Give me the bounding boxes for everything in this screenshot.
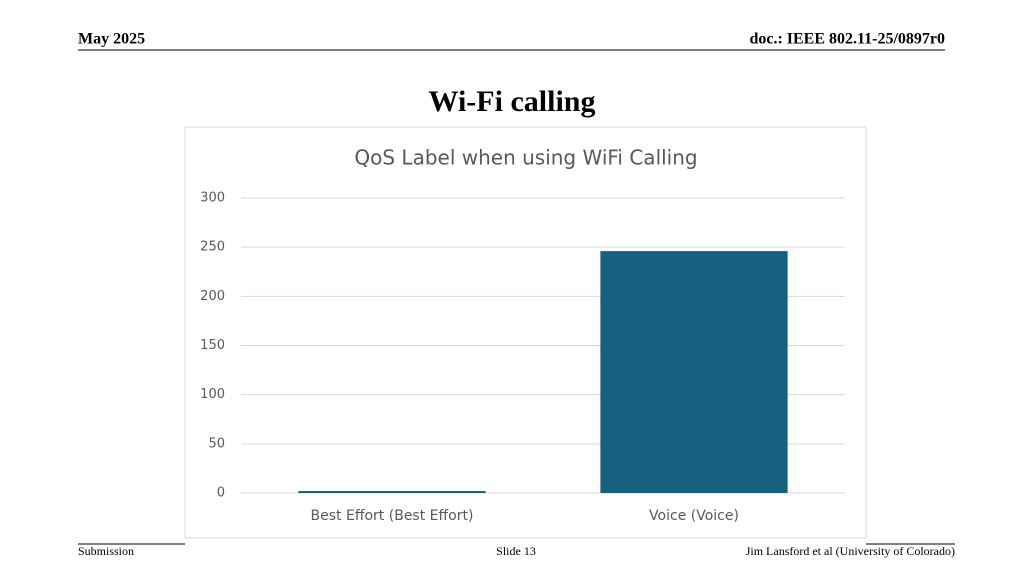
footer-right: Jim Lansford et al (University of Colora… bbox=[746, 544, 955, 558]
y-tick-label: 250 bbox=[200, 240, 225, 255]
y-tick-label: 300 bbox=[200, 191, 225, 206]
footer-center: Slide 13 bbox=[496, 544, 536, 558]
header-date: May 2025 bbox=[78, 31, 145, 48]
y-tick-label: 100 bbox=[200, 387, 225, 402]
x-tick-label: Best Effort (Best Effort) bbox=[311, 508, 474, 524]
y-tick-label: 0 bbox=[217, 486, 225, 501]
header-doc: doc.: IEEE 802.11-25/0897r0 bbox=[749, 31, 945, 48]
x-tick-label: Voice (Voice) bbox=[649, 508, 739, 524]
y-tick-label: 150 bbox=[200, 338, 225, 353]
y-tick-label: 50 bbox=[208, 436, 225, 451]
slide-title: Wi-Fi calling bbox=[429, 85, 596, 118]
y-tick-label: 200 bbox=[200, 289, 225, 304]
bar bbox=[600, 251, 788, 493]
bar bbox=[298, 491, 486, 493]
chart-title: QoS Label when using WiFi Calling bbox=[354, 146, 697, 170]
footer-left: Submission bbox=[78, 544, 134, 558]
